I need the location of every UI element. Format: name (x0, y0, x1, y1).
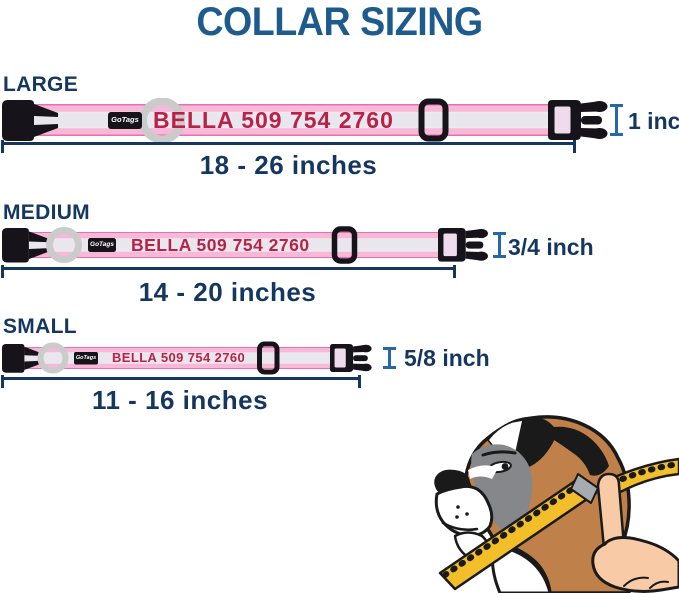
length-range-label: 14 - 20 inches (138, 277, 317, 307)
length-range-label: 11 - 16 inches (91, 385, 269, 415)
whisker-dot (465, 512, 469, 516)
collar-hardware-medium (2, 226, 488, 264)
dog-mouth-line (441, 521, 479, 531)
dog-ear-icon (554, 426, 609, 476)
slider-icon (257, 341, 280, 375)
personalized-name-text: BELLA 509 754 2760 (112, 350, 246, 365)
length-measure-line (1, 375, 361, 388)
brand-tag (108, 112, 142, 129)
collar-strap-small (20, 347, 348, 369)
collar-hardware-large (2, 98, 608, 144)
buckle-male-icon (548, 100, 608, 140)
collar-hardware-small (2, 341, 372, 375)
buckle-male-icon (438, 228, 488, 262)
brand-tag-label: GoTags (75, 355, 97, 361)
knuckle-lines (623, 576, 669, 589)
width-label: 5/8 inch (404, 345, 490, 371)
whisker-dot (456, 505, 460, 509)
length-range-label: 18 - 26 inches (199, 150, 378, 180)
hand-fist (591, 536, 679, 593)
length-measure-line (1, 140, 576, 153)
brand-tag-label: GoTags (90, 241, 114, 248)
buckle-female-icon (2, 100, 58, 141)
brand-tag-label: GoTags (111, 115, 139, 124)
size-label-large: LARGE (3, 73, 78, 96)
dog-muzzle-top (468, 465, 498, 479)
personalized-name-text: BELLA 509 754 2760 (153, 107, 394, 133)
dog-pupil (501, 463, 509, 470)
width-measure-icon (383, 347, 396, 369)
dring-icon (37, 342, 69, 374)
brand-tag (74, 352, 98, 365)
whisker-dot (455, 515, 459, 519)
dog-chest (491, 543, 552, 593)
slider-icon (331, 226, 358, 264)
width-label: 3/4 inch (508, 234, 594, 260)
tape-ticks (442, 478, 587, 578)
width-label: 1 inch (628, 108, 679, 134)
length-measure-line (1, 265, 456, 278)
dring-icon (139, 98, 185, 144)
width-measure-icon (610, 104, 623, 136)
buckle-female-icon (2, 344, 42, 373)
buckle-female-icon (2, 228, 50, 263)
tape-clip-icon (570, 473, 599, 504)
size-label-medium: MEDIUM (3, 201, 90, 224)
width-measure-icon (493, 232, 506, 258)
brand-tag (88, 238, 116, 252)
dring-icon (46, 227, 82, 263)
boxer-dog-measuring-tape-illustration (434, 415, 679, 593)
slider-icon (418, 98, 449, 142)
page-title: COLLAR SIZING (196, 0, 483, 44)
size-label-small: SMALL (3, 315, 77, 338)
buckle-male-icon (330, 344, 372, 372)
personalized-name-text: BELLA 509 754 2760 (131, 235, 310, 255)
dog-brow (481, 450, 517, 457)
